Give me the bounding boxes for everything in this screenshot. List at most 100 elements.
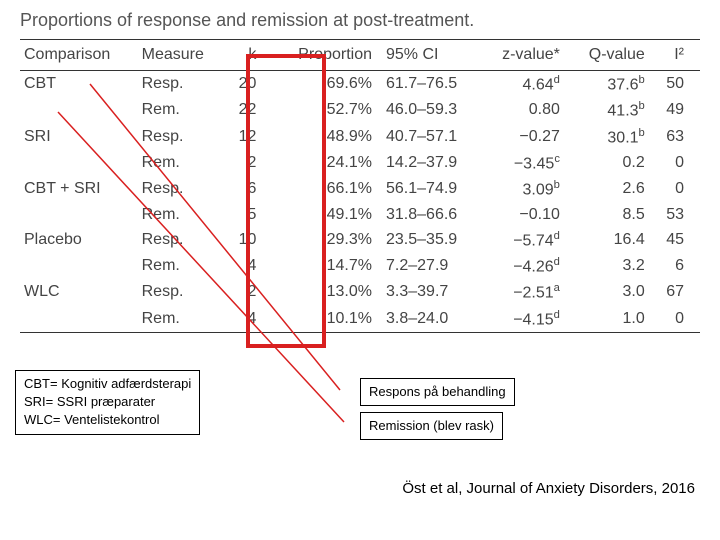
cell-meas: Rem. bbox=[138, 306, 226, 333]
cell-q: 3.0 bbox=[568, 279, 653, 305]
cell-z: −2.51a bbox=[481, 279, 568, 305]
cell-k: 4 bbox=[225, 306, 272, 333]
cell-prop: 48.9% bbox=[272, 124, 382, 150]
cell-q: 30.1b bbox=[568, 124, 653, 150]
col-i2: I² bbox=[653, 40, 700, 71]
table-body: CBTResp.2069.6%61.7–76.54.64d37.6b50Rem.… bbox=[20, 71, 700, 333]
cell-k: 20 bbox=[225, 71, 272, 98]
cell-z: −3.45c bbox=[481, 150, 568, 176]
cell-comp bbox=[20, 203, 138, 227]
cell-meas: Rem. bbox=[138, 150, 226, 176]
header-row: Comparison Measure k Proportion 95% CI z… bbox=[20, 40, 700, 71]
cell-k: 5 bbox=[225, 203, 272, 227]
cell-prop: 66.1% bbox=[272, 176, 382, 202]
cell-k: 12 bbox=[225, 124, 272, 150]
cell-i2: 45 bbox=[653, 227, 700, 253]
cell-ci: 23.5–35.9 bbox=[382, 227, 481, 253]
cell-ci: 7.2–27.9 bbox=[382, 253, 481, 279]
cell-comp: WLC bbox=[20, 279, 138, 305]
cell-z: −0.10 bbox=[481, 203, 568, 227]
cell-ci: 3.3–39.7 bbox=[382, 279, 481, 305]
cell-i2: 63 bbox=[653, 124, 700, 150]
cell-z: −5.74d bbox=[481, 227, 568, 253]
cell-prop: 52.7% bbox=[272, 97, 382, 123]
cell-i2: 6 bbox=[653, 253, 700, 279]
cell-k: 4 bbox=[225, 253, 272, 279]
cell-meas: Rem. bbox=[138, 97, 226, 123]
cell-i2: 50 bbox=[653, 71, 700, 98]
cell-prop: 10.1% bbox=[272, 306, 382, 333]
cell-comp bbox=[20, 253, 138, 279]
cell-ci: 46.0–59.3 bbox=[382, 97, 481, 123]
cell-prop: 14.7% bbox=[272, 253, 382, 279]
col-proportion: Proportion bbox=[272, 40, 382, 71]
cell-z: 3.09b bbox=[481, 176, 568, 202]
table-row: WLCResp.213.0%3.3–39.7−2.51a3.067 bbox=[20, 279, 700, 305]
table-title: Proportions of response and remission at… bbox=[20, 10, 700, 31]
cell-ci: 31.8–66.6 bbox=[382, 203, 481, 227]
legend-response: Respons på behandling bbox=[360, 378, 515, 406]
cell-i2: 0 bbox=[653, 176, 700, 202]
cell-ci: 3.8–24.0 bbox=[382, 306, 481, 333]
cell-i2: 49 bbox=[653, 97, 700, 123]
cell-meas: Rem. bbox=[138, 253, 226, 279]
cell-meas: Resp. bbox=[138, 279, 226, 305]
cell-comp: SRI bbox=[20, 124, 138, 150]
cell-comp bbox=[20, 306, 138, 333]
cell-q: 0.2 bbox=[568, 150, 653, 176]
cell-i2: 0 bbox=[653, 306, 700, 333]
cell-prop: 29.3% bbox=[272, 227, 382, 253]
cell-z: −4.15d bbox=[481, 306, 568, 333]
cell-q: 1.0 bbox=[568, 306, 653, 333]
cell-prop: 49.1% bbox=[272, 203, 382, 227]
cell-ci: 14.2–37.9 bbox=[382, 150, 481, 176]
cell-comp bbox=[20, 150, 138, 176]
data-table: Comparison Measure k Proportion 95% CI z… bbox=[20, 39, 700, 333]
cell-z: −4.26d bbox=[481, 253, 568, 279]
cell-k: 22 bbox=[225, 97, 272, 123]
legend-line: SRI= SSRI præparater bbox=[24, 393, 191, 411]
cell-ci: 40.7–57.1 bbox=[382, 124, 481, 150]
cell-i2: 53 bbox=[653, 203, 700, 227]
table-row: Rem.2252.7%46.0–59.30.8041.3b49 bbox=[20, 97, 700, 123]
table-row: PlaceboResp.1029.3%23.5–35.9−5.74d16.445 bbox=[20, 227, 700, 253]
col-ci: 95% CI bbox=[382, 40, 481, 71]
cell-q: 37.6b bbox=[568, 71, 653, 98]
cell-meas: Resp. bbox=[138, 227, 226, 253]
legend-abbrev: CBT= Kognitiv adfærdsterapi SRI= SSRI pr… bbox=[15, 370, 200, 435]
cell-ci: 56.1–74.9 bbox=[382, 176, 481, 202]
col-comparison: Comparison bbox=[20, 40, 138, 71]
citation: Öst et al, Journal of Anxiety Disorders,… bbox=[402, 480, 695, 497]
cell-z: −0.27 bbox=[481, 124, 568, 150]
cell-q: 41.3b bbox=[568, 97, 653, 123]
cell-z: 4.64d bbox=[481, 71, 568, 98]
cell-k: 2 bbox=[225, 150, 272, 176]
cell-q: 8.5 bbox=[568, 203, 653, 227]
table-row: Rem.549.1%31.8–66.6−0.108.553 bbox=[20, 203, 700, 227]
cell-comp: CBT bbox=[20, 71, 138, 98]
legend-line: WLC= Ventelistekontrol bbox=[24, 411, 191, 429]
cell-k: 2 bbox=[225, 279, 272, 305]
cell-meas: Resp. bbox=[138, 124, 226, 150]
cell-q: 3.2 bbox=[568, 253, 653, 279]
table-row: CBTResp.2069.6%61.7–76.54.64d37.6b50 bbox=[20, 71, 700, 98]
cell-k: 10 bbox=[225, 227, 272, 253]
cell-prop: 69.6% bbox=[272, 71, 382, 98]
table-row: Rem.414.7%7.2–27.9−4.26d3.26 bbox=[20, 253, 700, 279]
cell-meas: Resp. bbox=[138, 176, 226, 202]
cell-z: 0.80 bbox=[481, 97, 568, 123]
cell-meas: Resp. bbox=[138, 71, 226, 98]
cell-prop: 13.0% bbox=[272, 279, 382, 305]
table-row: CBT + SRIResp.666.1%56.1–74.93.09b2.60 bbox=[20, 176, 700, 202]
cell-prop: 24.1% bbox=[272, 150, 382, 176]
cell-ci: 61.7–76.5 bbox=[382, 71, 481, 98]
table-row: SRIResp.1248.9%40.7–57.1−0.2730.1b63 bbox=[20, 124, 700, 150]
cell-meas: Rem. bbox=[138, 203, 226, 227]
cell-comp: CBT + SRI bbox=[20, 176, 138, 202]
table-row: Rem.410.1%3.8–24.0−4.15d1.00 bbox=[20, 306, 700, 333]
col-k: k bbox=[225, 40, 272, 71]
cell-q: 16.4 bbox=[568, 227, 653, 253]
col-measure: Measure bbox=[138, 40, 226, 71]
cell-i2: 67 bbox=[653, 279, 700, 305]
cell-comp: Placebo bbox=[20, 227, 138, 253]
